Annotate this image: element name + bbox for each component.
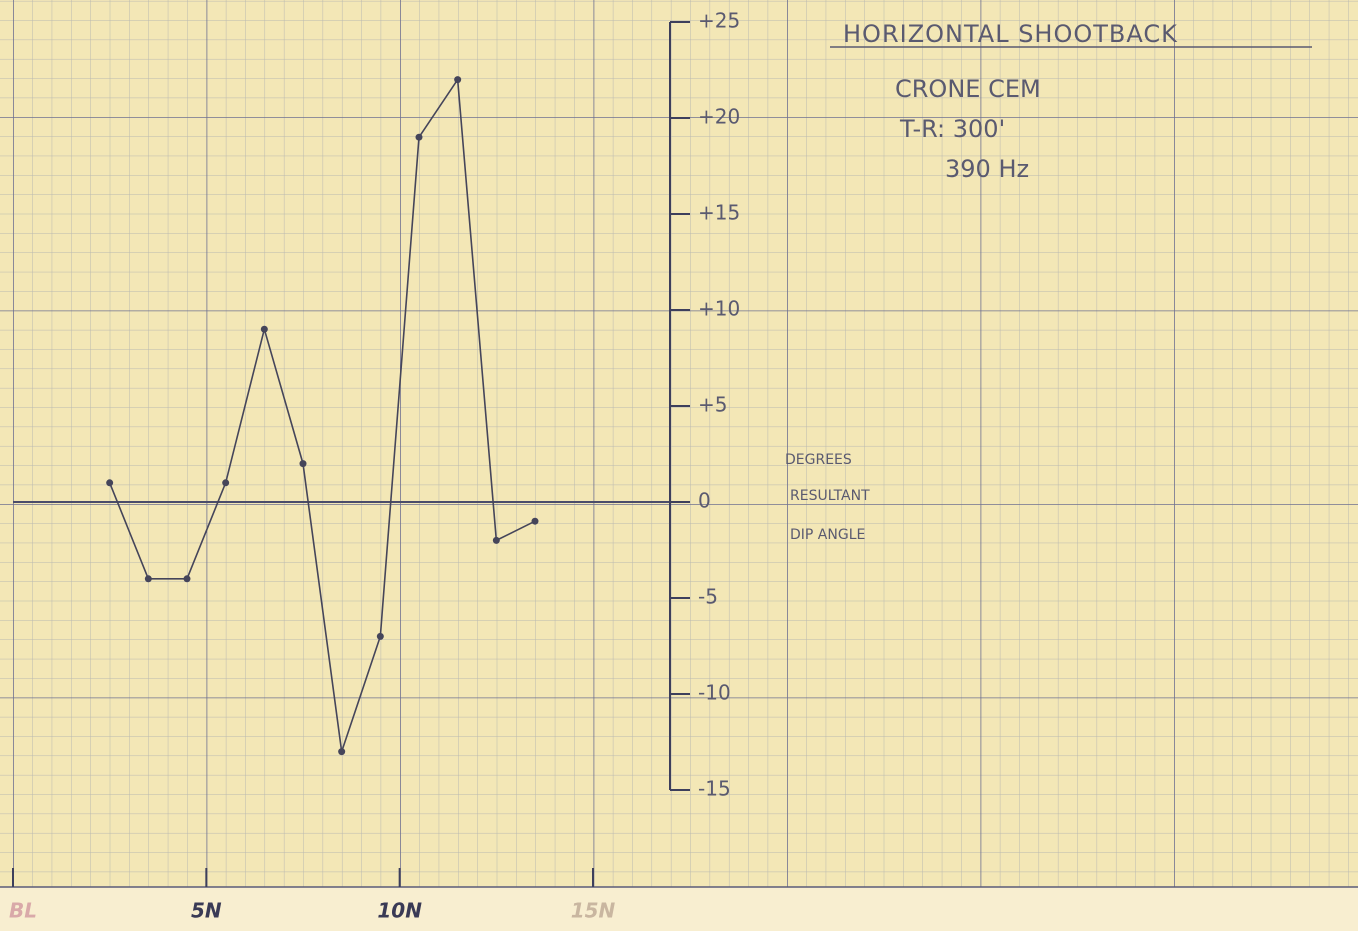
annotation: CRONE CEM [895, 75, 1041, 103]
data-point [261, 326, 268, 333]
data-point [454, 76, 461, 83]
data-point [106, 479, 113, 486]
y-tick-label: +5 [698, 393, 727, 417]
y-axis-label: DEGREES [785, 452, 852, 468]
x-tick-label: 10N [377, 899, 422, 923]
y-axis-label: RESULTANT [790, 488, 870, 504]
chart: HORIZONTAL SHOOTBACK CRONE CEM T-R: 300'… [0, 0, 1358, 931]
y-tick-label: 0 [698, 489, 711, 513]
page: HORIZONTAL SHOOTBACK CRONE CEM T-R: 300'… [0, 0, 1358, 931]
data-point [300, 460, 307, 467]
data-point [416, 134, 423, 141]
major-grid [0, 0, 1358, 887]
data-point [222, 479, 229, 486]
data-point [493, 537, 500, 544]
data-point [145, 575, 152, 582]
data-point [184, 575, 191, 582]
data-point [532, 518, 539, 525]
annotation: T-R: 300' [899, 115, 1005, 143]
y-axis-label: DIP ANGLE [790, 527, 865, 543]
y-tick-label: +10 [698, 297, 740, 321]
y-tick-label: +20 [698, 105, 740, 129]
annotation: 390 Hz [945, 155, 1029, 183]
chart-title: HORIZONTAL SHOOTBACK [843, 20, 1178, 48]
y-tick-label: -15 [698, 777, 731, 801]
y-tick-label: +25 [698, 9, 740, 33]
x-tick-label: 5N [191, 899, 222, 923]
y-tick-label: -5 [698, 585, 718, 609]
y-tick-label: +15 [698, 201, 740, 225]
data-point [338, 748, 345, 755]
x-tick-label: 15N [571, 899, 616, 923]
x-tick-label: BL [9, 899, 37, 923]
y-tick-label: -10 [698, 681, 731, 705]
data-point [377, 633, 384, 640]
